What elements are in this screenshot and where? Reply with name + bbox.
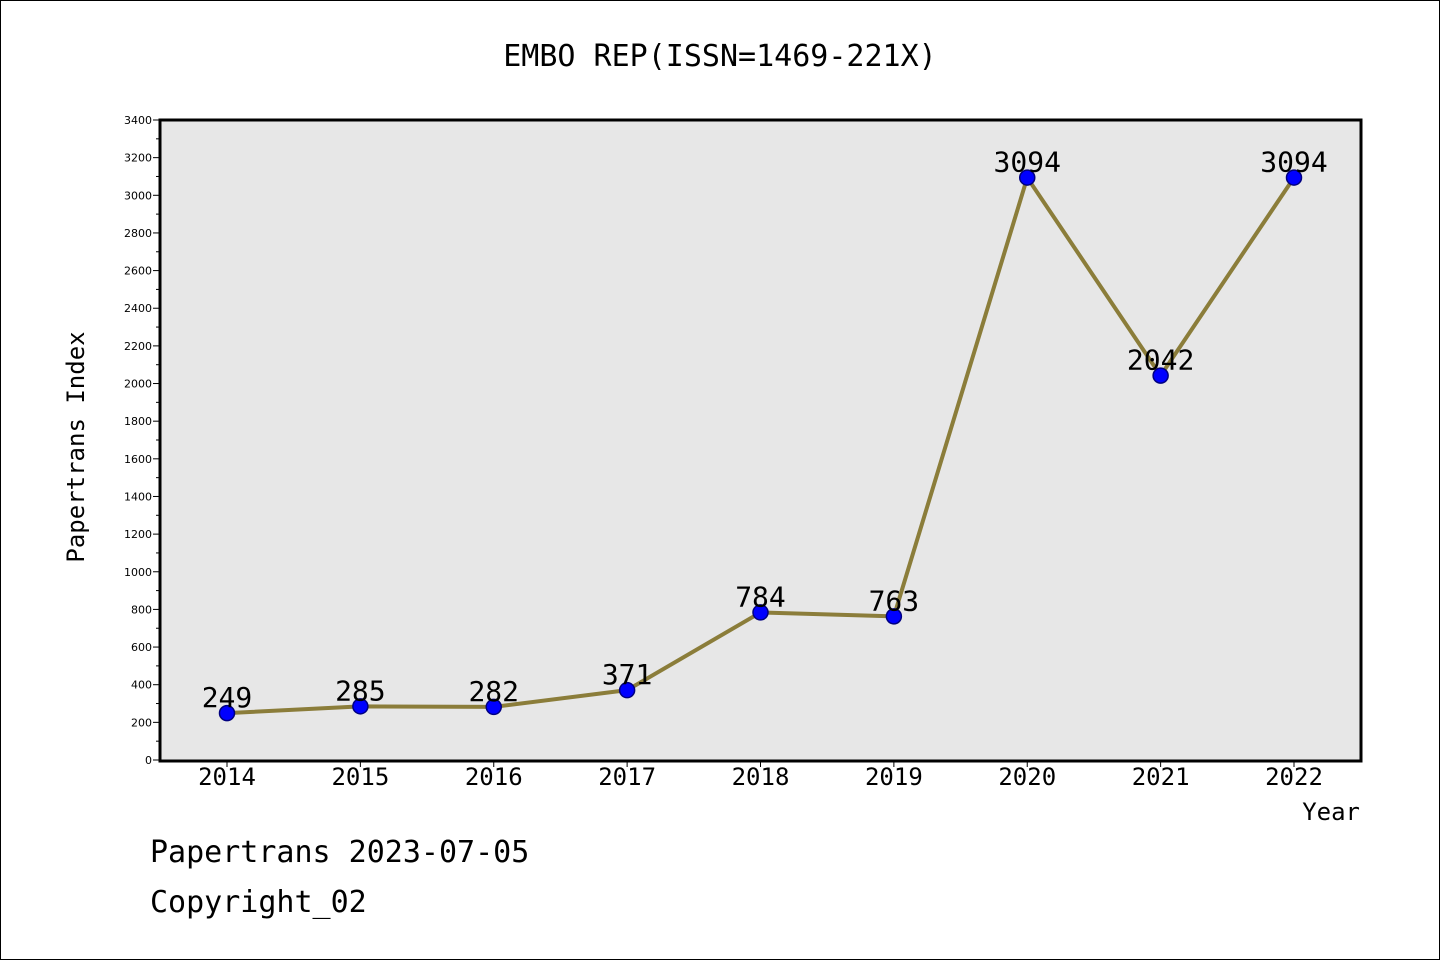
x-tick-label: 2022 [1265, 763, 1323, 791]
data-point [885, 608, 903, 625]
data-label: 371 [602, 658, 653, 691]
y-tick-label: 2000 [124, 378, 152, 391]
x-axis: 2014 2015 2016 2017 2018 2019 2020 2021 2022 [198, 760, 1323, 791]
y-tick-label: 2800 [124, 227, 152, 240]
data-label: 285 [335, 674, 386, 707]
data-point [1285, 169, 1303, 186]
data-labels-group: 249 285 282 371 784 763 3094 2042 3094 [202, 146, 1328, 715]
data-point [752, 604, 769, 621]
data-label: 2042 [1127, 344, 1194, 377]
y-tick-label: 1400 [124, 490, 152, 503]
y-tick-label: 3400 [124, 114, 152, 127]
data-point [218, 704, 236, 722]
x-tick-label: 2015 [331, 763, 389, 791]
x-axis-label: Year [1302, 798, 1360, 826]
y-tick-label: 2600 [124, 265, 152, 278]
x-tick-label: 2018 [732, 763, 790, 791]
y-tick-label: 2400 [124, 302, 152, 315]
y-tick-label: 3200 [124, 152, 152, 165]
y-axis-label: Papertrans Index [62, 331, 90, 562]
x-tick-label: 2019 [865, 763, 923, 791]
y-tick-label: 1600 [124, 453, 152, 466]
data-point [485, 698, 502, 716]
data-point [1019, 169, 1036, 186]
x-tick-label: 2014 [198, 763, 256, 791]
y-tick-label: 600 [131, 641, 152, 654]
data-points-group [218, 169, 1303, 722]
x-tick-label: 2017 [598, 763, 656, 791]
data-point [618, 681, 636, 699]
plot-area [158, 118, 1363, 763]
data-label: 3094 [994, 146, 1061, 179]
data-label: 763 [869, 584, 920, 617]
data-label: 3094 [1260, 146, 1327, 179]
y-tick-label: 3000 [124, 189, 152, 202]
y-tick-label: 2200 [124, 340, 152, 353]
y-tick-label: 200 [131, 716, 152, 729]
y-tick-label: 1800 [124, 415, 152, 428]
y-axis: 0 200 400 600 800 1000 1200 1400 1600 1800 2000 220… [124, 114, 160, 767]
footer-copyright: Copyright_02 [150, 885, 367, 920]
chart-title: EMBO REP(ISSN=1469-221X) [503, 39, 936, 74]
data-label: 249 [202, 681, 253, 714]
data-point [352, 698, 369, 715]
footer-date: Papertrans 2023-07-05 [150, 835, 530, 870]
x-tick-label: 2021 [1132, 763, 1190, 791]
y-tick-label: 1000 [124, 566, 152, 579]
y-tick-label: 400 [131, 679, 152, 692]
x-tick-label: 2020 [998, 763, 1056, 791]
y-tick-label: 0 [145, 754, 152, 767]
data-label: 282 [468, 675, 519, 708]
x-tick-label: 2016 [465, 763, 523, 791]
data-point [1152, 367, 1169, 384]
y-tick-label: 800 [131, 603, 152, 616]
data-label: 784 [735, 580, 786, 613]
y-tick-label: 1200 [124, 528, 152, 541]
